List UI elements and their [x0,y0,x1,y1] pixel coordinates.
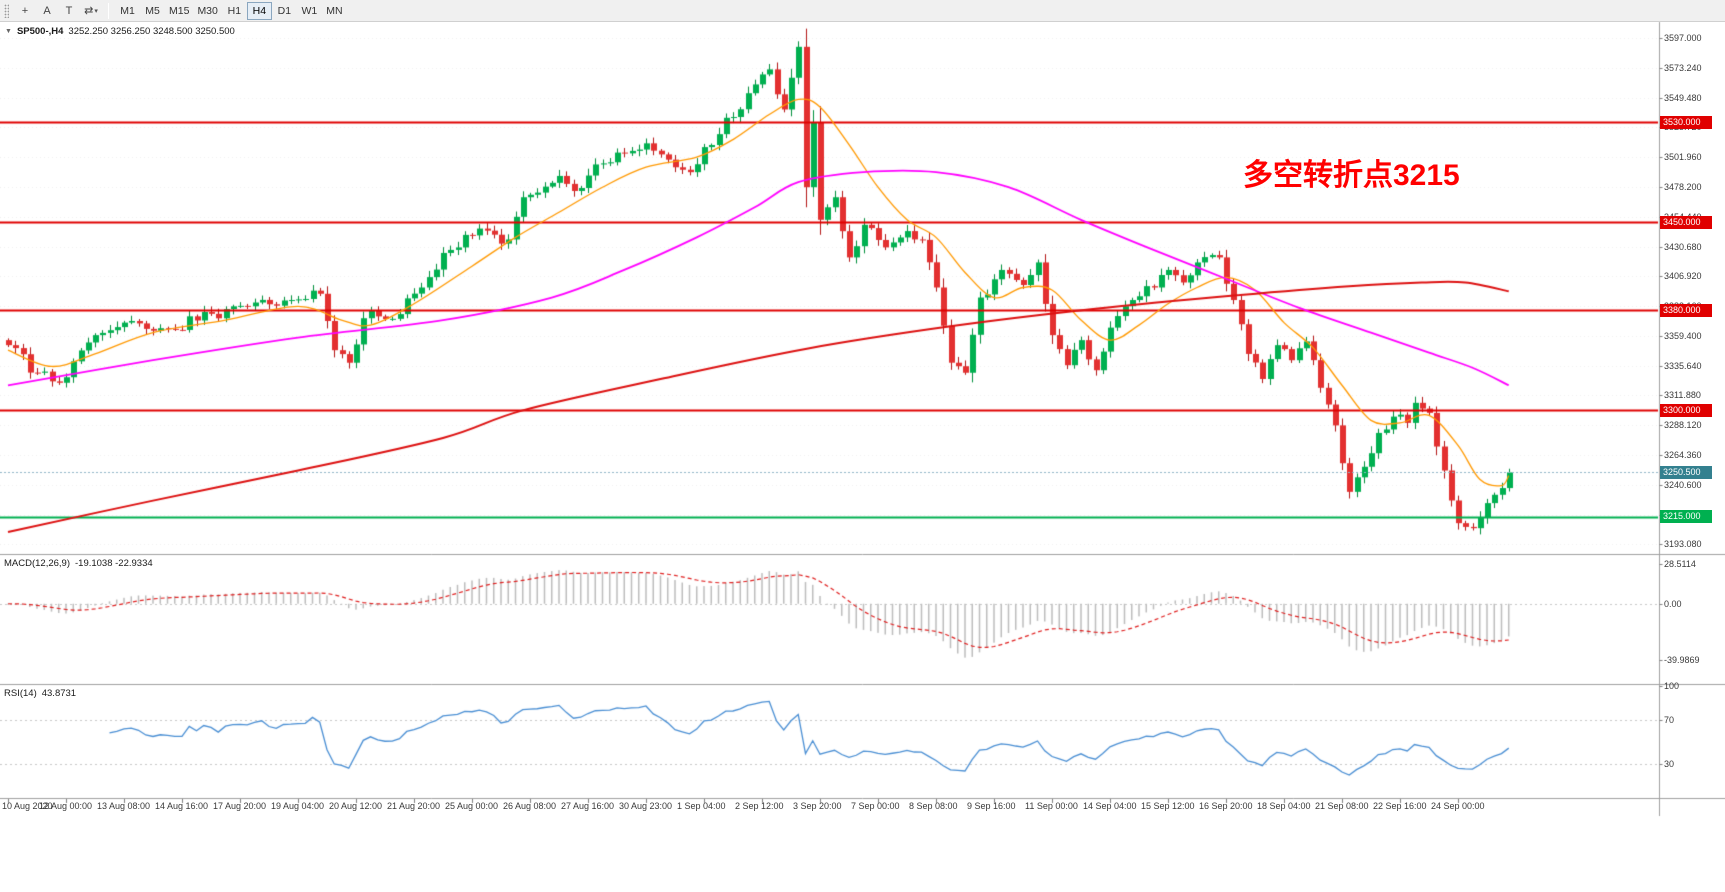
toolbar-separator [108,2,109,19]
price-axis-label: 3478.200 [1664,181,1702,192]
ohlc-values: 3252.250 3256.250 3248.500 3250.500 [68,26,235,37]
line-studies-toolbar: + A T ⇄ ▾ [14,2,102,20]
dropdown-caret-icon: ▾ [94,7,98,15]
time-axis-label: 1 Sep 04:00 [677,801,726,811]
time-axis-label: 8 Sep 08:00 [909,801,958,811]
rsi-scale-label: 100 [1664,681,1680,691]
price-axis-label: 3288.120 [1664,420,1702,431]
time-axis-label: 21 Aug 20:00 [387,801,441,811]
symbol-name: SP500-,H4 [16,26,64,37]
time-axis-label: 27 Aug 16:00 [561,801,615,811]
price-line-label: 3215.000 [1660,510,1712,524]
time-axis-label: 11 Sep 00:00 [1025,801,1078,811]
text-label-icon[interactable]: A [36,2,58,20]
price-axis-label: 3193.080 [1664,539,1702,550]
price-axis-label: 3573.240 [1664,62,1702,73]
timeframe-button-m5[interactable]: M5 [145,4,160,17]
macd-scale-label: 28.5114 [1664,558,1696,569]
price-axis-label: 3406.920 [1664,271,1702,282]
rsi-scale-label: 70 [1664,714,1675,725]
time-axis-label: 16 Sep 20:00 [1199,801,1253,811]
time-axis-label: 21 Sep 08:00 [1315,801,1369,811]
time-axis-label: 18 Sep 04:00 [1257,801,1311,811]
price-axis-label: 3359.400 [1664,330,1702,341]
crosshair-icon[interactable]: + [14,2,36,20]
time-axis-label: 22 Sep 16:00 [1373,801,1427,811]
timeframe-button-m15[interactable]: M15 [169,4,190,17]
time-axis-label: 24 Sep 00:00 [1431,801,1485,811]
price-line-label: 3530.000 [1660,115,1712,129]
time-axis-label: 15 Sep 12:00 [1141,801,1195,811]
time-axis-label: 10 Aug 2020 [2,801,53,811]
time-axis-label: 2 Sep 12:00 [735,801,784,811]
time-axis-label: 3 Sep 20:00 [793,801,842,811]
timeframe-button-m30[interactable]: M30 [197,4,218,17]
price-line-label: 3450.000 [1660,215,1712,229]
price-line-label: 3300.000 [1660,403,1712,417]
symbol-dropdown-icon[interactable]: ▼ [5,28,12,35]
macd-name: MACD(12,26,9) [4,558,70,569]
macd-indicator-label: MACD(12,26,9) -19.1038 -22.9334 [4,558,153,569]
text-icon[interactable]: T [58,2,80,20]
timeframe-button-mn[interactable]: MN [326,4,343,17]
timeframe-button-w1[interactable]: W1 [301,4,318,17]
macd-scale-label: -39.9869 [1664,654,1700,665]
time-axis-label: 14 Sep 04:00 [1083,801,1137,811]
price-axis-label: 3597.000 [1664,33,1702,44]
timeframe-button-m1[interactable]: M1 [120,4,135,17]
time-axis-label: 30 Aug 23:00 [619,801,673,811]
price-axis-label: 3240.600 [1664,479,1702,490]
line-studies-icon[interactable]: ⇄ ▾ [80,2,102,20]
price-axis-label: 3264.360 [1664,450,1702,461]
time-axis-label: 17 Aug 20:00 [213,801,267,811]
current-price-label: 3250.500 [1660,465,1712,479]
time-axis-label: 9 Sep 16:00 [967,801,1016,811]
line-studies-icon-glyph: ⇄ [84,5,94,17]
macd-values: -19.1038 -22.9334 [75,558,153,569]
crosshair-icon-glyph: + [21,4,29,17]
timeframe-button-h1[interactable]: H1 [227,4,242,17]
price-line-label: 3380.000 [1660,303,1712,317]
timeframe-button-h4[interactable]: H4 [246,1,272,20]
price-axis-label: 3549.480 [1664,92,1702,103]
rsi-values: 43.8731 [41,688,77,699]
timeframe-toolbar: M1 M5 M15 M30 H1 H4 D1 W1 MN [115,1,347,20]
chart-title: ▼ SP500-,H4 3252.250 3256.250 3248.500 3… [5,26,235,37]
rsi-indicator-label: RSI(14) 43.8731 [4,688,76,699]
time-axis-label: 14 Aug 16:00 [155,801,209,811]
price-axis-label: 3311.880 [1664,390,1701,401]
price-axis-label: 3430.680 [1664,241,1702,252]
annotation-text: 多空转折点3215 [1243,159,1460,192]
time-axis-label: 20 Aug 12:00 [329,801,383,811]
time-axis-label: 7 Sep 00:00 [851,801,900,811]
rsi-name: RSI(14) [4,688,37,699]
time-axis-label: 13 Aug 08:00 [97,801,151,811]
rsi-scale-label: 30 [1664,759,1675,770]
timeframe-button-d1[interactable]: D1 [277,4,292,17]
chart-toolbar: + A T ⇄ ▾ M1 M5 M15 M30 H1 H4 D1 W1 MN [0,0,1725,22]
time-axis-label: 19 Aug 04:00 [271,801,325,811]
toolbar-grip[interactable] [4,3,9,18]
text-label-icon-glyph: A [43,4,51,17]
time-axis-label: 25 Aug 00:00 [445,801,499,811]
price-axis-label: 3501.960 [1664,152,1702,163]
macd-scale-label: 0.00 [1664,598,1682,609]
time-axis-label: 26 Aug 08:00 [503,801,557,811]
time-axis-label: 12 Aug 00:00 [39,801,93,811]
text-icon-glyph: T [65,4,73,17]
price-axis-label: 3335.640 [1664,360,1702,371]
